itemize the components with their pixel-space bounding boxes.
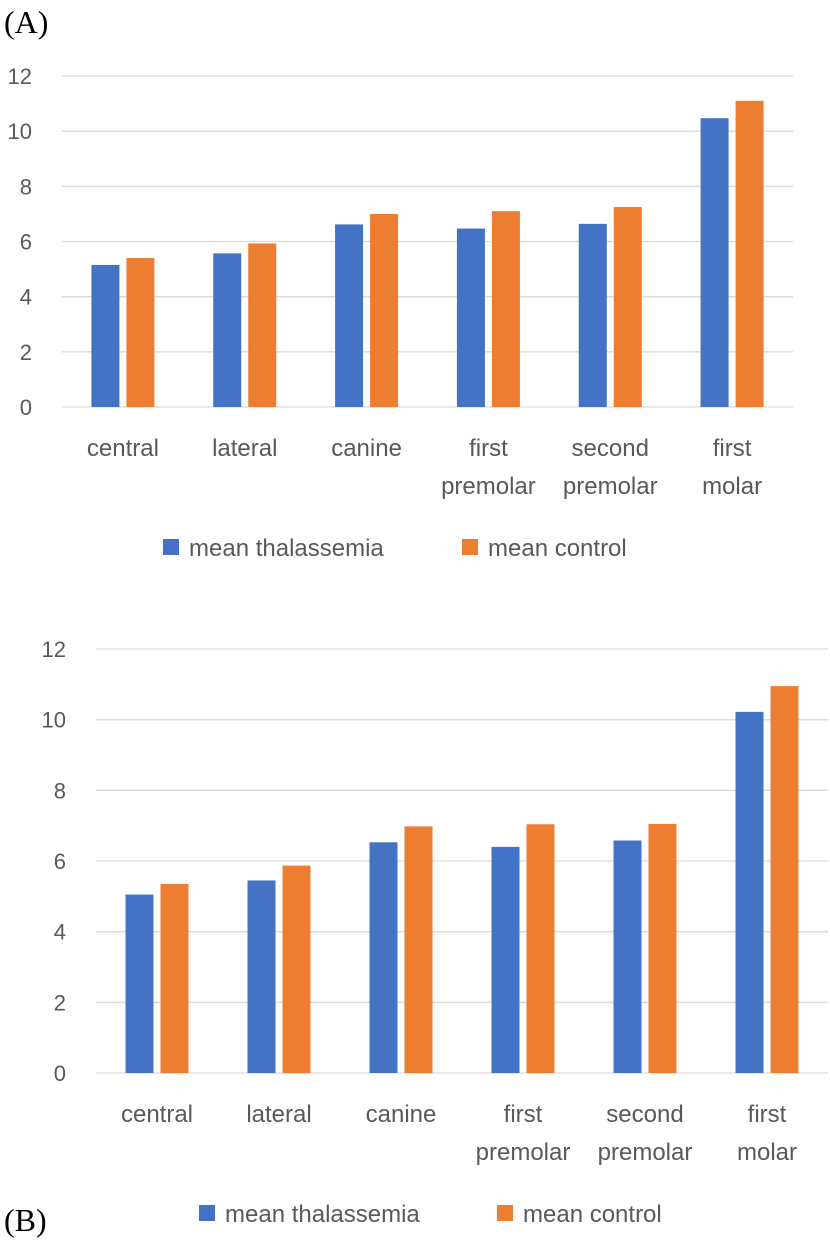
x-category-label: canine <box>366 1101 437 1128</box>
bar-control <box>160 883 189 1073</box>
x-category-label: lateral <box>212 435 277 462</box>
legend-label: mean control <box>488 535 627 562</box>
panel-label-a: (A) <box>4 4 49 40</box>
bar-control <box>126 258 155 407</box>
y-tick-label: 12 <box>8 64 32 89</box>
y-tick-label: 0 <box>20 395 32 420</box>
x-category-label: central <box>121 1101 193 1128</box>
bar-thalassemia <box>578 223 607 407</box>
legend-swatch-thalassemia <box>199 1205 215 1221</box>
panel-label-b: (B) <box>4 1202 47 1238</box>
bar-control <box>770 686 799 1073</box>
y-tick-label: 10 <box>42 708 66 733</box>
bar-control <box>404 826 433 1073</box>
bar-control <box>370 213 399 407</box>
x-category-label: canine <box>331 435 402 462</box>
y-tick-label: 0 <box>54 1061 66 1086</box>
x-category-label: premolar <box>441 473 536 500</box>
bar-thalassemia <box>91 264 120 407</box>
bar-control <box>735 100 764 407</box>
bar-control <box>248 243 277 407</box>
x-category-label: molar <box>737 1139 797 1166</box>
legend-swatch-control <box>497 1205 513 1221</box>
y-tick-label: 6 <box>54 849 66 874</box>
y-tick-label: 12 <box>42 637 66 662</box>
y-tick-label: 4 <box>54 920 66 945</box>
bar-thalassemia <box>456 228 485 407</box>
y-tick-label: 6 <box>20 230 32 255</box>
bar-thalassemia <box>491 846 520 1073</box>
legend-label: mean thalassemia <box>189 535 384 562</box>
chart-a: 0 2 4 6 8 10 12 central lateral canine first premol… <box>8 64 793 562</box>
bar-control <box>526 824 555 1073</box>
x-category-label: second <box>572 435 649 462</box>
bar-thalassemia <box>735 711 764 1073</box>
x-category-label: lateral <box>246 1101 311 1128</box>
bar-thalassemia <box>613 840 642 1073</box>
bar-thalassemia <box>247 880 276 1073</box>
y-tick-label: 4 <box>20 285 32 310</box>
y-tick-label: 2 <box>20 340 32 365</box>
x-category-label: premolar <box>476 1139 571 1166</box>
y-tick-label: 8 <box>54 778 66 803</box>
x-category-label: premolar <box>598 1139 693 1166</box>
bar-thalassemia <box>335 224 364 407</box>
y-tick-label: 8 <box>20 174 32 199</box>
y-tick-label: 2 <box>54 990 66 1015</box>
x-category-label: premolar <box>563 473 658 500</box>
x-category-label: first <box>504 1101 543 1128</box>
bar-thalassemia <box>213 253 242 407</box>
legend-label: mean thalassemia <box>225 1201 420 1228</box>
bar-control <box>491 211 520 407</box>
bar-thalassemia <box>125 894 154 1073</box>
x-category-label: central <box>87 435 159 462</box>
bar-thalassemia <box>700 118 729 407</box>
bar-control <box>282 865 311 1073</box>
x-category-label: first <box>713 435 752 462</box>
x-category-label: first <box>469 435 508 462</box>
legend-swatch-thalassemia <box>163 539 179 555</box>
chart-b: 0 2 4 6 8 10 12 central lateral canine first premol… <box>42 637 828 1228</box>
x-category-label: molar <box>702 473 762 500</box>
legend-label: mean control <box>523 1201 662 1228</box>
bar-control <box>648 823 677 1073</box>
x-category-label: second <box>606 1101 683 1128</box>
bar-control <box>613 207 642 407</box>
legend-swatch-control <box>462 539 478 555</box>
y-tick-label: 10 <box>8 119 32 144</box>
x-category-label: first <box>748 1101 787 1128</box>
bar-thalassemia <box>369 842 398 1073</box>
